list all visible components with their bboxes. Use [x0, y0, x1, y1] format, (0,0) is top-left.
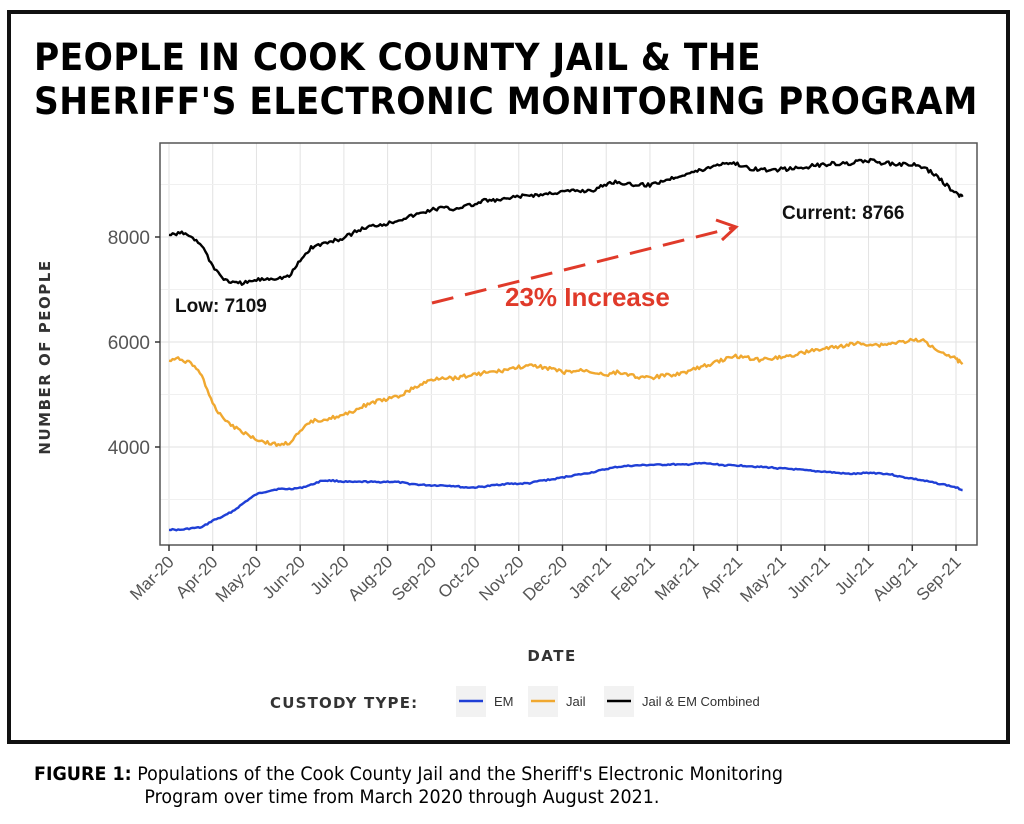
legend-label: Jail & EM Combined — [642, 694, 760, 709]
x-tick-label: Jun-20 — [259, 552, 309, 602]
y-tick-label: 8000 — [108, 228, 150, 249]
x-tick-label: Mar-20 — [126, 552, 178, 604]
series-line-jail — [168, 337, 964, 447]
annotation-increase: 23% Increase — [505, 282, 670, 312]
x-tick-label: Aug-20 — [344, 552, 396, 604]
annotation-low: Low: 7109 — [175, 296, 267, 317]
x-tick-label: Oct-20 — [434, 552, 484, 602]
legend-item: Jail — [528, 686, 586, 717]
plot-panel — [159, 142, 978, 546]
legend-label: Jail — [566, 694, 586, 709]
y-axis: 4000 6000 8000 — [108, 228, 160, 459]
figure-caption: FIGURE 1: Populations of the Cook County… — [34, 763, 917, 809]
legend-item: EM — [456, 686, 514, 717]
x-tick-label: Jun-21 — [783, 552, 833, 602]
x-tick-label: Mar-21 — [651, 552, 703, 604]
chart-title-line-1: PEOPLE IN COOK COUNTY JAIL & THE — [34, 36, 761, 79]
x-tick-label: Aug-21 — [869, 552, 921, 604]
chart-title-line-2: SHERIFF'S ELECTRONIC MONITORING PROGRAM — [34, 80, 978, 123]
caption-text-line-1: Populations of the Cook County Jail and … — [137, 763, 783, 785]
y-tick-label: 6000 — [108, 333, 150, 354]
legend: CUSTODY TYPE: EM Jail Jail & EM Combined — [270, 686, 760, 717]
grid-lines — [160, 143, 977, 545]
x-tick-label: Feb-21 — [607, 552, 659, 604]
x-tick-label: May-20 — [212, 552, 266, 606]
legend-title: CUSTODY TYPE: — [270, 694, 418, 712]
x-tick-label: Nov-20 — [475, 552, 527, 604]
annotation-current: Current: 8766 — [782, 203, 905, 224]
x-tick-label: Dec-20 — [519, 552, 571, 604]
annotations: Low: 7109 Current: 8766 23% Increase — [175, 203, 905, 317]
y-tick-label: 4000 — [108, 438, 150, 459]
series-line-em — [168, 461, 963, 532]
y-axis-title: NUMBER OF PEOPLE — [36, 259, 54, 454]
increase-arrow-shaft — [431, 225, 737, 305]
x-tick-label: Jan-21 — [565, 552, 615, 602]
legend-label: EM — [494, 694, 514, 709]
x-axis: Mar-20Apr-20May-20Jun-20Jul-20Aug-20Sep-… — [126, 545, 965, 606]
caption-label: FIGURE 1: — [34, 763, 132, 785]
figure-frame — [7, 10, 1010, 744]
x-tick-label: Sep-21 — [913, 552, 965, 604]
x-axis-title: DATE — [527, 647, 576, 665]
x-tick-label: Sep-20 — [388, 552, 440, 604]
increase-arrow-head — [715, 218, 739, 242]
series-line-jail-em-combined — [168, 157, 964, 286]
caption-text-line-2: Program over time from March 2020 throug… — [144, 786, 660, 808]
legend-item: Jail & EM Combined — [604, 686, 760, 717]
x-tick-label: May-21 — [736, 552, 790, 606]
series-lines — [168, 157, 964, 532]
chart-title: PEOPLE IN COOK COUNTY JAIL & THE SHERIFF… — [34, 36, 978, 124]
